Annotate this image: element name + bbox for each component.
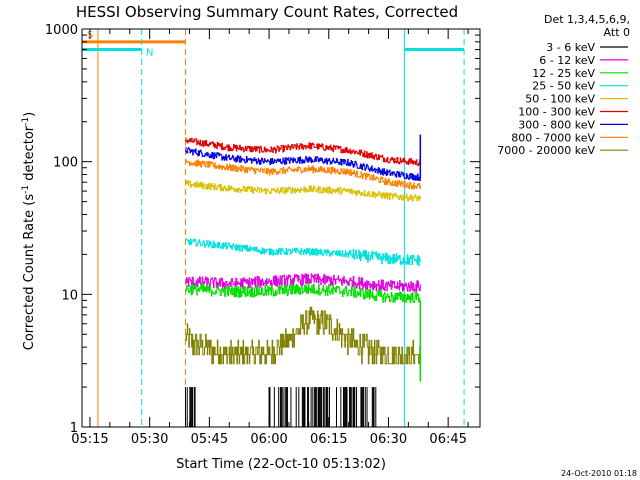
series-300-800-kev <box>185 146 421 182</box>
series-12-25-kev <box>185 283 421 304</box>
legend-label-3-6-kev: 3 - 6 keV <box>546 41 595 54</box>
flag-n-label: N <box>146 48 153 59</box>
legend-label-100-300-kev: 100 - 300 keV <box>518 106 595 119</box>
legend-header: Det 1,3,4,5,6,9, Att 0 <box>544 13 630 39</box>
series-25-50-kev <box>185 237 421 267</box>
legend-label-800-7000-kev: 800 - 7000 keV <box>511 131 595 144</box>
chart-title: HESSI Observing Summary Count Rates, Cor… <box>76 3 458 21</box>
y-axis-label-sup2: -1 <box>21 117 31 126</box>
legend-label-50-100-kev: 50 - 100 keV <box>525 93 595 106</box>
x-axis-label: Start Time (22-Oct-10 05:13:02) <box>176 457 386 472</box>
axes-frame <box>81 28 481 428</box>
legend-label-25-50-kev: 25 - 50 keV <box>532 80 595 93</box>
legend-label-300-800-kev: 300 - 800 keV <box>518 118 595 131</box>
y-tick-label-1: 10 <box>61 288 78 303</box>
x-tick-label-2: 05:45 <box>191 432 228 447</box>
y-axis-label-end: ) <box>22 112 37 117</box>
plot-area: SN110100100005:1505:3005:4506:0006:1506:… <box>45 23 481 447</box>
series-6-12-kev <box>185 273 421 292</box>
x-tick-label-0: 05:15 <box>71 432 108 447</box>
series-7000-20000-kev <box>185 306 421 365</box>
y-axis-label-mid: detector <box>22 125 37 185</box>
y-axis-label: Corrected Count Rate (s-1 detector-1) <box>21 112 37 350</box>
series-100-300-kev <box>185 137 421 167</box>
legend-header-line-1: Det 1,3,4,5,6,9, <box>544 13 630 26</box>
series-50-100-kev <box>185 180 421 202</box>
y-tick-label-3: 1000 <box>45 23 78 38</box>
y-tick-label-2: 100 <box>53 156 78 171</box>
plot-timestamp: 24-Oct-2010 01:18 <box>561 469 637 478</box>
legend-label-12-25-kev: 12 - 25 keV <box>532 67 595 80</box>
y-axis-label-sup1: -1 <box>21 185 31 194</box>
y-axis-label-main: Corrected Count Rate (s <box>22 194 37 351</box>
x-tick-label-4: 06:15 <box>310 432 347 447</box>
series-800-7000-kev <box>185 158 421 190</box>
y-tick-label-0: 1 <box>70 421 78 436</box>
x-tick-label-3: 06:00 <box>250 432 287 447</box>
legend-label-6-12-kev: 6 - 12 keV <box>539 54 595 67</box>
legend-label-7000-20000-kev: 7000 - 20000 keV <box>497 144 595 157</box>
x-tick-label-6: 06:45 <box>429 432 466 447</box>
legend-header-line-2: Att 0 <box>604 26 630 39</box>
series-3-6-kev <box>184 387 377 427</box>
x-tick-label-1: 05:30 <box>131 432 168 447</box>
x-tick-label-5: 06:30 <box>370 432 407 447</box>
